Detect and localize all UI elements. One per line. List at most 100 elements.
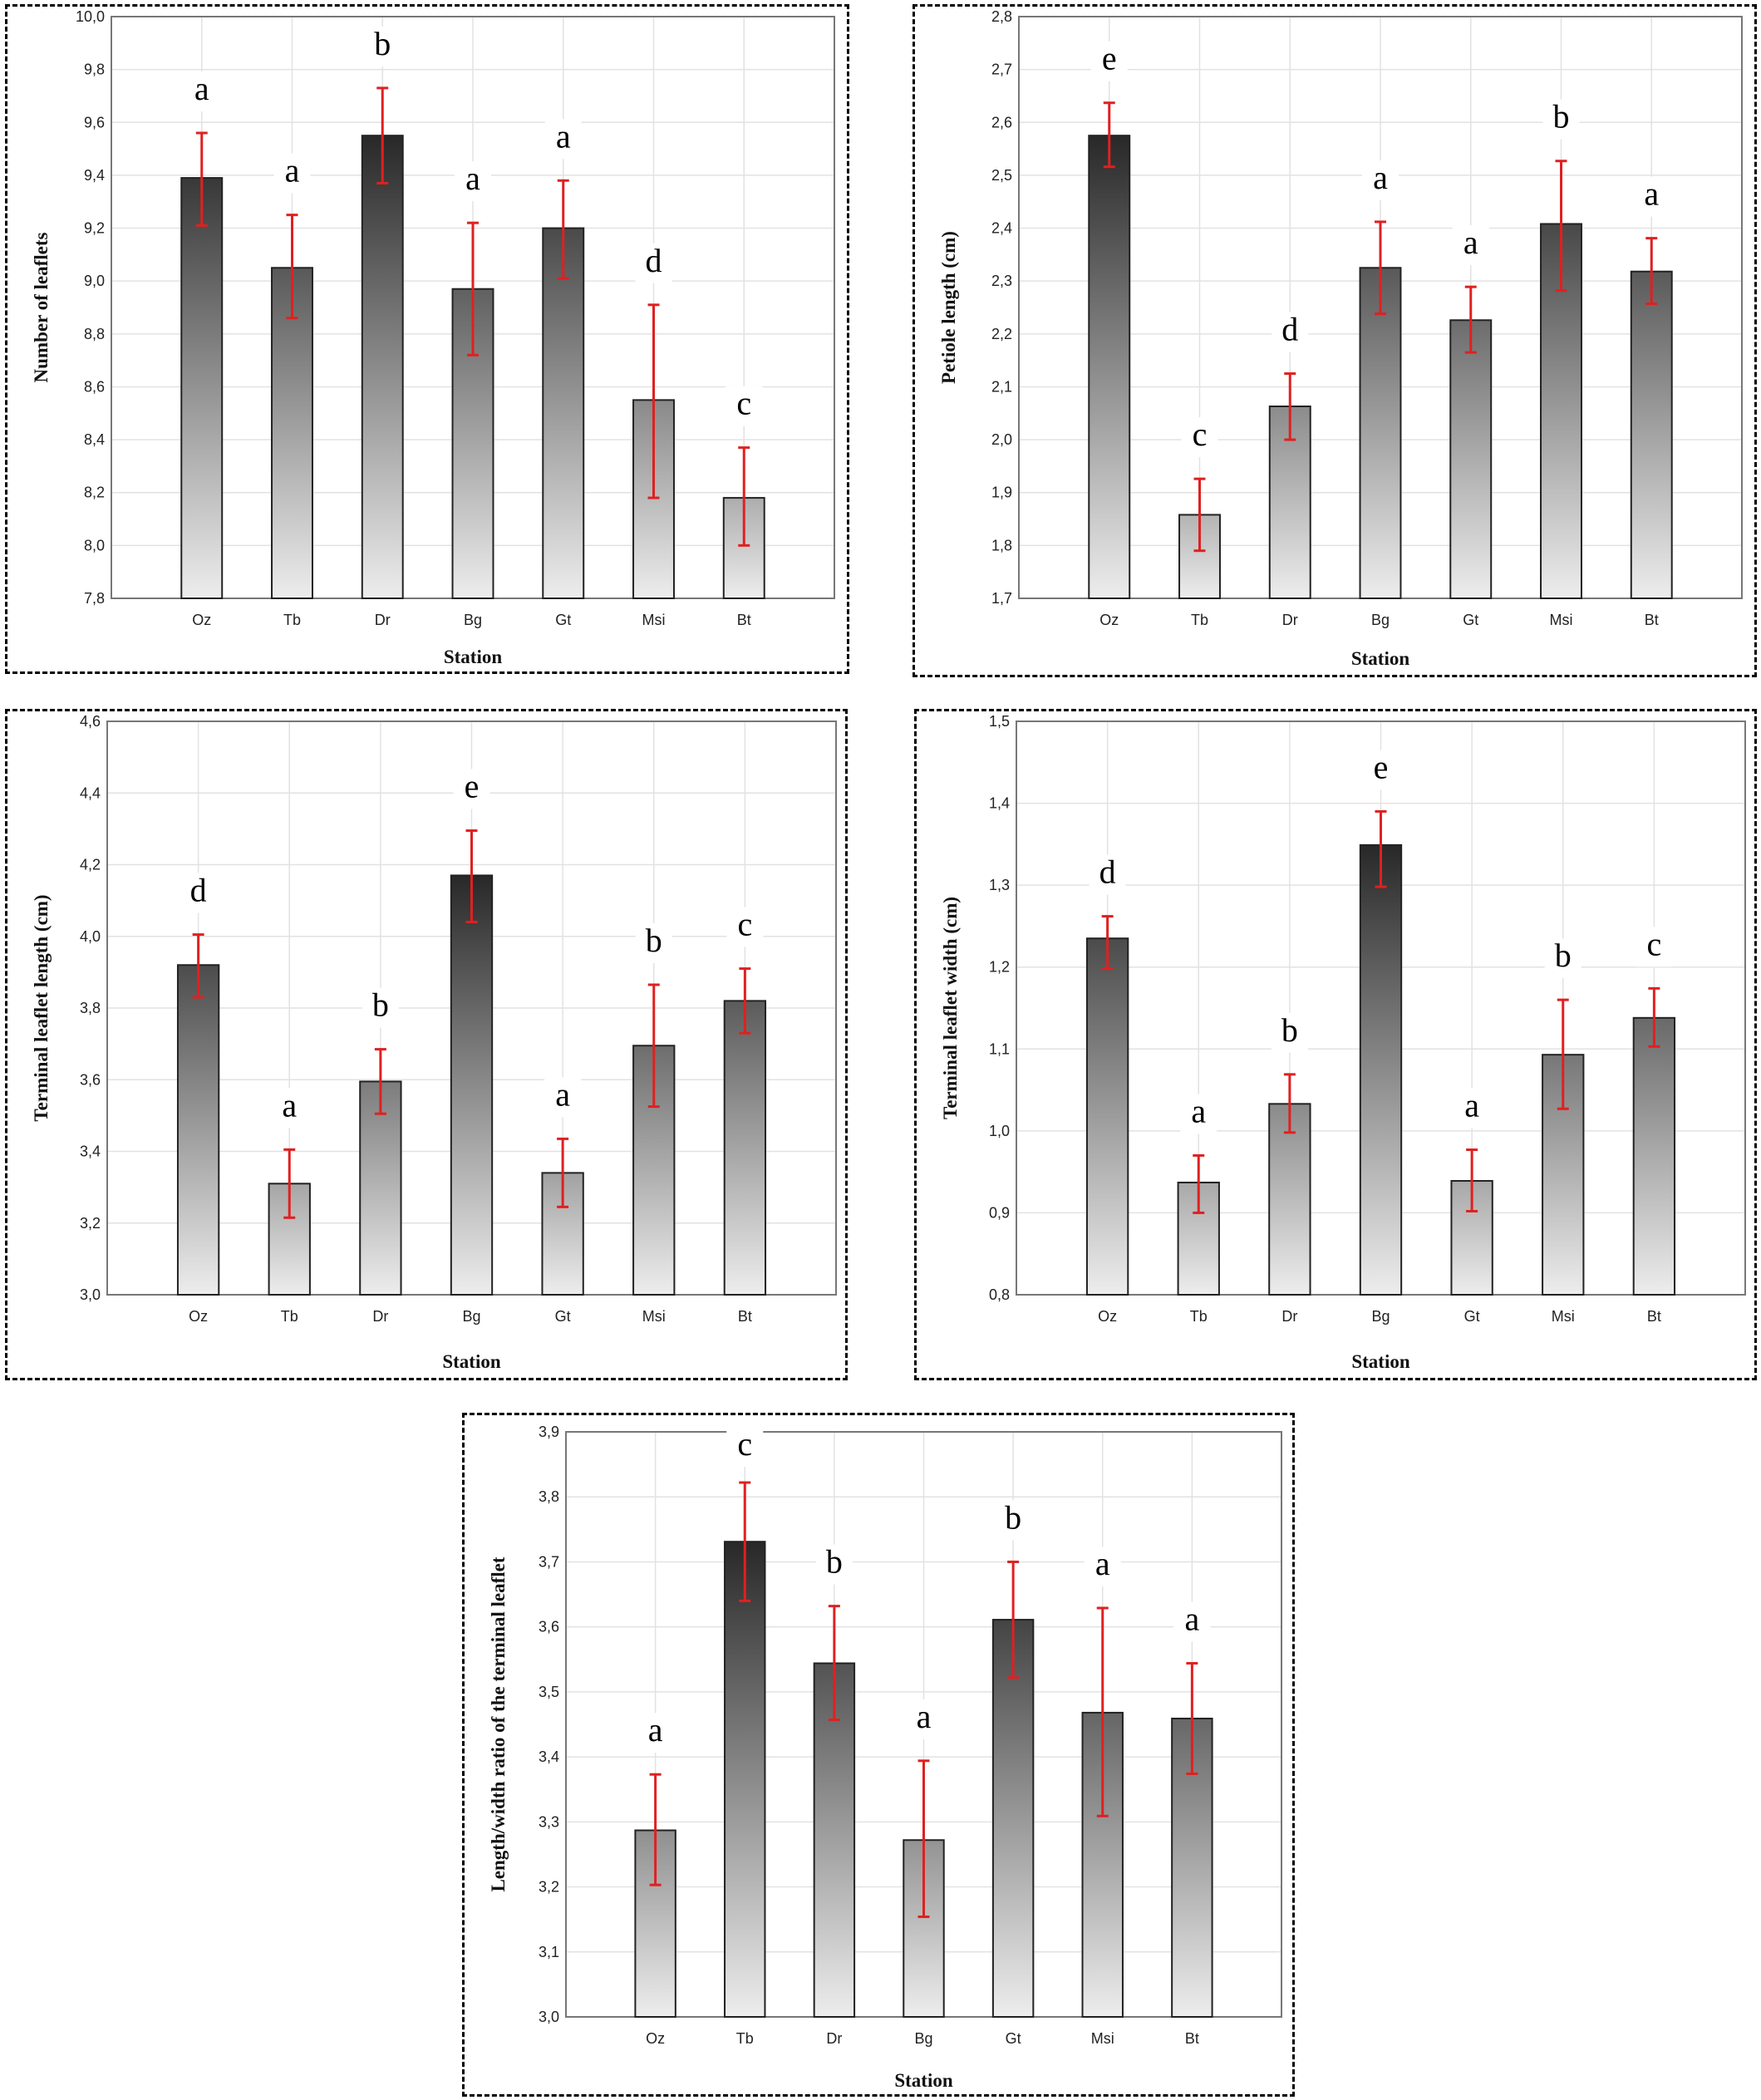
- y-tick-label: 8,6: [84, 378, 105, 395]
- y-tick-label: 2,7: [991, 61, 1012, 78]
- error-bar-Msi: [1555, 160, 1567, 293]
- significance-letter: e: [1374, 748, 1389, 785]
- letter-bg: [1089, 854, 1126, 895]
- error-bar-Dr: [828, 1605, 840, 1722]
- error-bar-Dr: [1283, 1073, 1296, 1134]
- letter-bg: [1636, 927, 1673, 967]
- y-axis-title: Terminal leaflet length (cm): [31, 894, 52, 1121]
- x-tick-label: Dr: [372, 1308, 388, 1325]
- significance-letter: b: [1005, 1498, 1021, 1536]
- significance-letter: e: [1102, 40, 1117, 77]
- error-bar-Bt: [738, 446, 750, 547]
- error-bar-Bg: [465, 829, 478, 923]
- bars: [180, 135, 765, 600]
- x-tick-label: Bg: [914, 2030, 932, 2047]
- y-tick-label: 2,6: [991, 114, 1012, 130]
- y-tick-label: 1,1: [989, 1040, 1010, 1057]
- chart-leaflets: a a b a a d c 7,8 8,0 8,2 8,4 8,6 8,8 9,0 9,2 9,4 9,6 9,8…: [31, 8, 835, 667]
- x-tick-labels: Oz Tb Dr Bg Gt Msi Bt: [189, 1308, 752, 1325]
- y-tick-label: 8,4: [84, 431, 105, 448]
- y-tick-label: 2,5: [991, 167, 1012, 184]
- error-bar-Dr: [376, 86, 389, 184]
- bar-Bg: [1359, 843, 1403, 1296]
- significance-letter: b: [1553, 98, 1570, 135]
- bar-Bt: [1630, 270, 1673, 599]
- x-tick-label: Msi: [1091, 2030, 1114, 2047]
- error-bar-Tb: [1193, 477, 1206, 553]
- x-tick-label: Msi: [642, 1308, 666, 1325]
- letter-bg: [905, 1699, 942, 1739]
- x-tick-labels: Oz Tb Dr Bg Gt Msi Bt: [192, 612, 751, 628]
- bar-Oz: [1088, 135, 1131, 599]
- y-tick-label: 3,0: [80, 1286, 101, 1303]
- error-bar-Bt: [1645, 237, 1658, 306]
- x-tick-label: Dr: [1282, 612, 1298, 628]
- letter-bg: [995, 1500, 1032, 1541]
- significance-letter: b: [1555, 937, 1572, 974]
- y-tick-label: 3,9: [539, 1424, 559, 1440]
- x-tick-label: Tb: [736, 2030, 754, 2047]
- letter-bg: [635, 922, 672, 963]
- x-tick-label: Tb: [1191, 612, 1208, 628]
- x-tick-label: Tb: [281, 1308, 298, 1325]
- error-bar-Oz: [192, 933, 204, 999]
- error-bar-Gt: [557, 1137, 569, 1208]
- y-tick-label: 3,7: [539, 1553, 559, 1570]
- letter-bg: [364, 26, 401, 66]
- letter-bg: [637, 1713, 674, 1753]
- x-tick-label: Dr: [826, 2030, 842, 2047]
- letter-bg: [726, 1427, 764, 1467]
- error-bar-Gt: [1007, 1560, 1020, 1680]
- x-tick-label: Oz: [1099, 612, 1119, 628]
- letter-bg: [635, 243, 672, 283]
- significance-letter: a: [555, 1075, 570, 1113]
- letter-bg: [1180, 1094, 1217, 1134]
- y-tick-label: 2,3: [991, 273, 1012, 289]
- significance-letter: c: [1646, 925, 1661, 962]
- y-tick-labels: 0,8 0,9 1,0 1,1 1,2 1,3 1,4 1,5: [989, 713, 1010, 1303]
- bar-Bt: [723, 1000, 767, 1296]
- y-tick-label: 3,8: [80, 1000, 101, 1016]
- bar-Dr: [361, 135, 404, 599]
- letter-bg: [1272, 312, 1309, 352]
- x-tick-labels: Oz Tb Dr Bg Gt Msi Bt: [1098, 1308, 1661, 1325]
- y-tick-label: 3,1: [539, 1944, 559, 1960]
- x-tick-label: Gt: [1464, 1308, 1480, 1325]
- bar-Oz: [180, 177, 224, 599]
- x-tick-label: Bt: [1645, 612, 1659, 628]
- y-axis-title: Number of leaflets: [31, 232, 52, 382]
- error-bar-Bg: [917, 1759, 930, 1919]
- significance-letter: a: [1191, 1092, 1206, 1129]
- significance-letter: a: [194, 70, 209, 107]
- bars: [176, 874, 767, 1296]
- significance-letter: a: [1644, 175, 1659, 213]
- bar-Oz: [176, 964, 220, 1296]
- x-tick-labels: Oz Tb Dr Bg Gt Msi Bt: [646, 2030, 1199, 2047]
- error-bar-Bg: [1375, 220, 1386, 316]
- chart-panel-terminal-leaflet-length: d a b e a b c 3,0 3,2 3,4 3,6 3,8 4,0 4,2 4,4 4,6 Oz Tb Dr…: [5, 709, 848, 1380]
- y-tick-label: 2,0: [991, 431, 1012, 448]
- significance-letters: d a b e a b c: [180, 768, 764, 1129]
- error-bar-Tb: [1193, 1153, 1205, 1214]
- letter-bg: [726, 386, 763, 426]
- letter-bg: [1542, 99, 1580, 140]
- y-tick-label: 9,0: [84, 273, 105, 289]
- x-tick-label: Bg: [464, 612, 482, 628]
- bar-Msi: [1540, 223, 1582, 599]
- significance-letter: a: [1184, 1600, 1199, 1637]
- letter-bg: [815, 1544, 853, 1585]
- bar-Oz: [1085, 937, 1129, 1296]
- error-bars: [649, 1481, 1198, 1919]
- y-tick-label: 1,2: [989, 959, 1010, 976]
- x-tick-label: Oz: [192, 612, 211, 628]
- y-tick-label: 1,8: [991, 537, 1012, 553]
- letter-bg: [1271, 1012, 1308, 1053]
- error-bar-Gt: [1464, 285, 1477, 354]
- bar-Dr: [813, 1662, 856, 2018]
- chart-tl_length: d a b e a b c 3,0 3,2 3,4 3,6 3,8 4,0 4,2 4,4 4,6 Oz Tb Dr…: [31, 713, 837, 1372]
- significance-letter: a: [465, 160, 480, 197]
- error-bar-Bt: [1186, 1661, 1198, 1775]
- y-tick-labels: 1,7 1,8 1,9 2,0 2,1 2,2 2,3 2,4 2,5 2,6 2,7 2,8: [991, 8, 1012, 607]
- error-bar-Dr: [374, 1048, 386, 1115]
- bar-Tb: [724, 1541, 766, 2018]
